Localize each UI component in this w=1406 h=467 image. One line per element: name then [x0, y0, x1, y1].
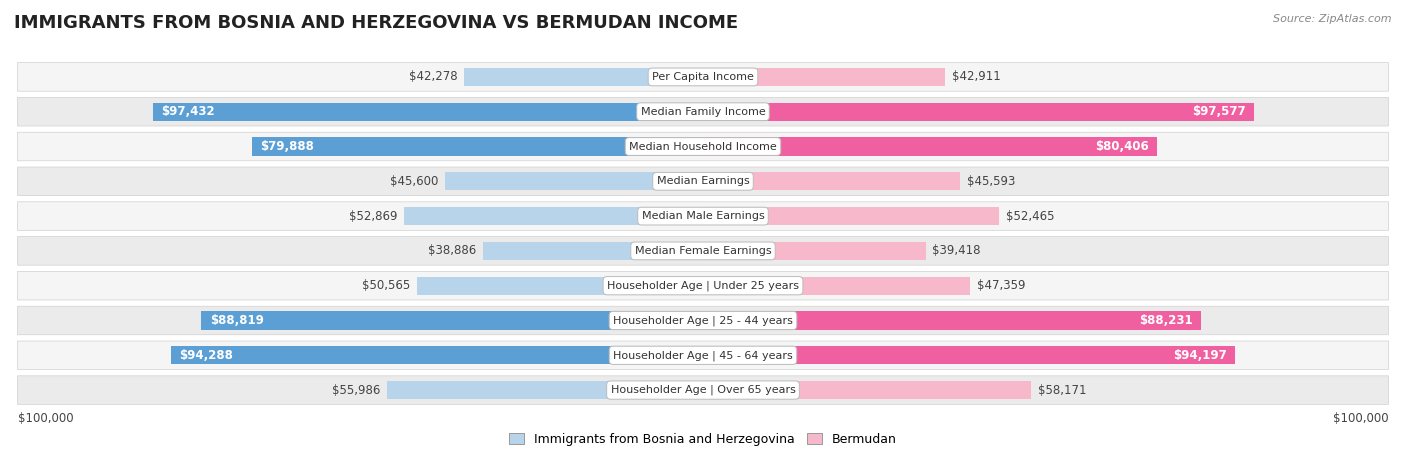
- Text: $42,911: $42,911: [952, 71, 1001, 84]
- Text: Householder Age | 45 - 64 years: Householder Age | 45 - 64 years: [613, 350, 793, 361]
- Text: IMMIGRANTS FROM BOSNIA AND HERZEGOVINA VS BERMUDAN INCOME: IMMIGRANTS FROM BOSNIA AND HERZEGOVINA V…: [14, 14, 738, 32]
- FancyBboxPatch shape: [17, 376, 1389, 404]
- FancyBboxPatch shape: [17, 167, 1389, 196]
- Text: $38,886: $38,886: [429, 244, 477, 257]
- FancyBboxPatch shape: [17, 132, 1389, 161]
- FancyBboxPatch shape: [17, 237, 1389, 265]
- FancyBboxPatch shape: [17, 98, 1389, 126]
- Text: $79,888: $79,888: [260, 140, 314, 153]
- Text: $97,432: $97,432: [162, 105, 215, 118]
- Bar: [703, 207, 1000, 225]
- Text: $94,288: $94,288: [179, 349, 233, 362]
- FancyBboxPatch shape: [17, 63, 1389, 91]
- Bar: [703, 242, 925, 260]
- Text: $45,600: $45,600: [391, 175, 439, 188]
- Bar: [464, 68, 703, 86]
- Bar: [170, 346, 703, 364]
- Text: Median Family Income: Median Family Income: [641, 107, 765, 117]
- FancyBboxPatch shape: [17, 306, 1389, 335]
- Bar: [252, 137, 703, 156]
- Bar: [446, 172, 703, 191]
- Bar: [405, 207, 703, 225]
- Text: $100,000: $100,000: [1333, 411, 1389, 425]
- Text: $80,406: $80,406: [1095, 140, 1149, 153]
- Text: $55,986: $55,986: [332, 383, 380, 396]
- Text: $100,000: $100,000: [17, 411, 73, 425]
- Bar: [703, 172, 960, 191]
- Text: $52,869: $52,869: [349, 210, 398, 223]
- Text: Median Female Earnings: Median Female Earnings: [634, 246, 772, 256]
- Text: $97,577: $97,577: [1192, 105, 1246, 118]
- Text: $42,278: $42,278: [409, 71, 457, 84]
- Text: $58,171: $58,171: [1038, 383, 1087, 396]
- Bar: [703, 68, 945, 86]
- Text: $88,231: $88,231: [1139, 314, 1192, 327]
- Bar: [703, 137, 1157, 156]
- Text: $88,819: $88,819: [209, 314, 264, 327]
- Text: Median Household Income: Median Household Income: [628, 142, 778, 151]
- Text: $52,465: $52,465: [1007, 210, 1054, 223]
- Bar: [387, 381, 703, 399]
- Legend: Immigrants from Bosnia and Herzegovina, Bermudan: Immigrants from Bosnia and Herzegovina, …: [503, 428, 903, 451]
- Text: $94,197: $94,197: [1173, 349, 1226, 362]
- Text: Median Earnings: Median Earnings: [657, 177, 749, 186]
- Text: $39,418: $39,418: [932, 244, 981, 257]
- Text: Householder Age | 25 - 44 years: Householder Age | 25 - 44 years: [613, 315, 793, 326]
- Bar: [703, 381, 1032, 399]
- FancyBboxPatch shape: [17, 202, 1389, 230]
- Text: Median Male Earnings: Median Male Earnings: [641, 211, 765, 221]
- Bar: [703, 103, 1254, 121]
- Text: $50,565: $50,565: [363, 279, 411, 292]
- Text: $47,359: $47,359: [977, 279, 1026, 292]
- Bar: [418, 276, 703, 295]
- Bar: [201, 311, 703, 330]
- Bar: [703, 311, 1201, 330]
- Text: Per Capita Income: Per Capita Income: [652, 72, 754, 82]
- Text: Householder Age | Over 65 years: Householder Age | Over 65 years: [610, 385, 796, 396]
- FancyBboxPatch shape: [17, 271, 1389, 300]
- Bar: [484, 242, 703, 260]
- Text: Source: ZipAtlas.com: Source: ZipAtlas.com: [1274, 14, 1392, 24]
- Bar: [703, 346, 1234, 364]
- Bar: [703, 276, 970, 295]
- FancyBboxPatch shape: [17, 341, 1389, 369]
- Text: Householder Age | Under 25 years: Householder Age | Under 25 years: [607, 281, 799, 291]
- Bar: [153, 103, 703, 121]
- Text: $45,593: $45,593: [967, 175, 1015, 188]
